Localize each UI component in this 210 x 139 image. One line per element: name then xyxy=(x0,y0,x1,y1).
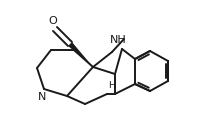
Text: NH: NH xyxy=(110,35,126,45)
Text: O: O xyxy=(49,16,57,26)
Text: H: H xyxy=(109,81,116,90)
Text: N: N xyxy=(38,92,46,102)
Polygon shape xyxy=(68,42,93,67)
